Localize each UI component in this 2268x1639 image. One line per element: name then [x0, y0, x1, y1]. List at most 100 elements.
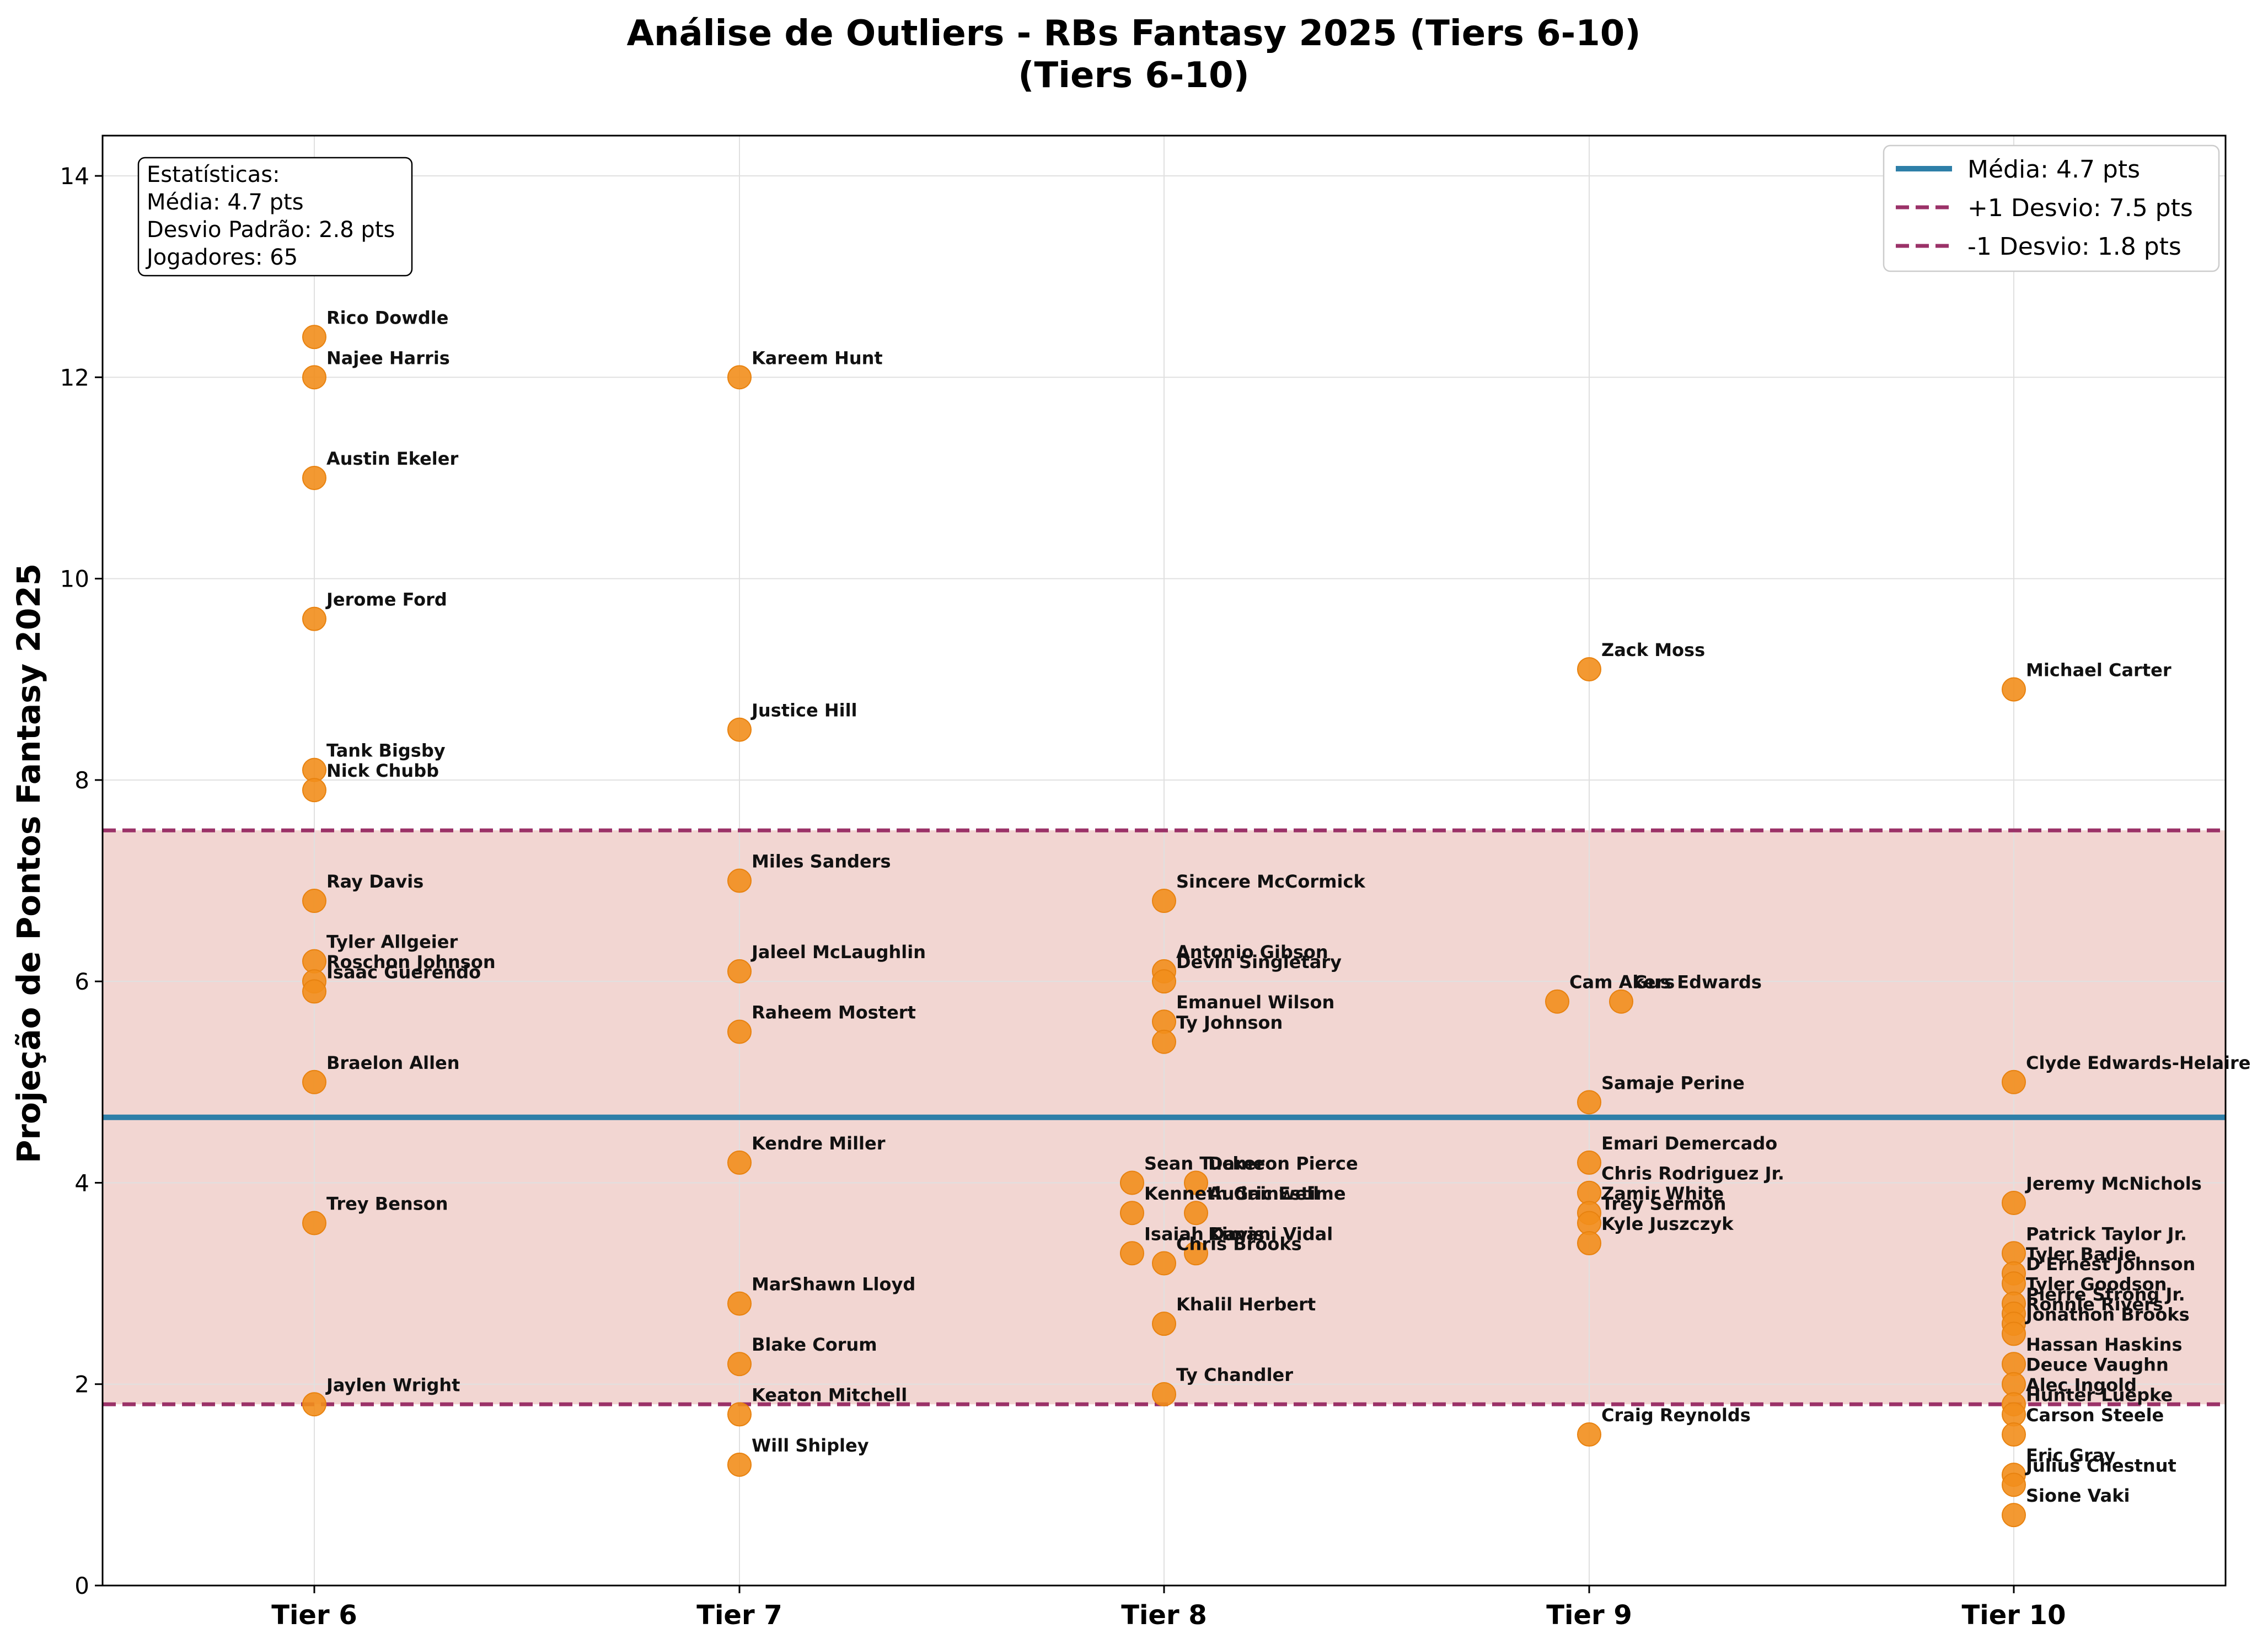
points-layer	[302, 325, 2026, 1528]
data-point	[727, 1291, 752, 1316]
data-point	[1152, 889, 1176, 913]
point-label: Will Shipley	[752, 1435, 869, 1456]
data-point	[302, 778, 326, 803]
point-label: Kendre Miller	[752, 1133, 886, 1154]
point-label: Trey Sermon	[1601, 1194, 1726, 1215]
data-point	[1152, 1029, 1176, 1054]
point-label: MarShawn Lloyd	[752, 1274, 915, 1295]
data-point	[1184, 1201, 1208, 1226]
point-label: Carson Steele	[2026, 1405, 2164, 1426]
point-label: Miles Sanders	[752, 851, 891, 872]
point-label: Najee Harris	[326, 347, 450, 368]
y-tick-label: 2	[74, 1371, 89, 1398]
point-label: Roschon Johnson	[326, 952, 496, 972]
data-point	[1120, 1170, 1144, 1195]
x-tick-label: Tier 8	[1121, 1600, 1207, 1631]
y-tick-label: 0	[74, 1572, 89, 1599]
point-label: Blake Corum	[752, 1334, 877, 1355]
point-label: Ronnie Rivers	[2026, 1294, 2163, 1315]
data-point	[302, 325, 326, 350]
point-label: Hunter Luepke	[2026, 1385, 2173, 1406]
point-label: Sincere McCormick	[1176, 871, 1365, 892]
x-tick-label: Tier 10	[1962, 1600, 2066, 1631]
point-label: Samaje Perine	[1601, 1072, 1745, 1093]
y-tick-label: 4	[74, 1169, 89, 1196]
point-label: Sean Tucker	[1144, 1153, 1264, 1174]
data-point	[1577, 1231, 1601, 1256]
data-point	[1609, 989, 1633, 1014]
point-label: Michael Carter	[2026, 660, 2172, 681]
point-label: Kyle Juszczyk	[1601, 1213, 1734, 1234]
point-label: Julius Chestnut	[2025, 1455, 2176, 1476]
point-label: Zamir White	[1601, 1183, 1724, 1204]
point-label: Sione Vaki	[2026, 1485, 2130, 1506]
data-point	[727, 717, 752, 742]
x-tick-label: Tier 9	[1546, 1600, 1632, 1631]
point-label: Tyler Goodson	[2026, 1274, 2167, 1295]
point-label: Emari Demercado	[1601, 1133, 1777, 1154]
point-label: Tank Bigsby	[326, 740, 446, 761]
data-point	[727, 1352, 752, 1377]
point-label: Tyler Badie	[2026, 1244, 2136, 1265]
legend-minus-sd-label: -1 Desvio: 1.8 pts	[1967, 233, 2181, 261]
point-label: Jaylen Wright	[325, 1374, 460, 1395]
point-label: Austin Ekeler	[326, 448, 458, 469]
legend-frame	[1883, 144, 2220, 272]
point-label: Cam Akers	[1569, 972, 1675, 993]
data-point	[727, 1150, 752, 1175]
point-label: Deuce Vaughn	[2026, 1355, 2169, 1375]
chart-title: Análise de Outliers - RBs Fantasy 2025 (…	[626, 13, 1640, 54]
y-tick-label: 10	[60, 566, 89, 593]
point-label: Khalil Herbert	[1176, 1294, 1316, 1315]
point-label: Jaleel McLaughlin	[750, 942, 926, 963]
data-point	[2002, 1321, 2026, 1346]
y-axis-ticks: 0 2 4 6 8 10 12 14	[60, 163, 103, 1599]
data-point	[302, 606, 326, 631]
x-tick-label: Tier 6	[271, 1600, 357, 1631]
point-label: Justice Hill	[750, 700, 857, 721]
y-tick-label: 6	[74, 968, 89, 995]
point-label: Eric Gray	[2026, 1445, 2115, 1466]
point-label: Audric Estime	[1208, 1183, 1346, 1204]
stats-mean: Média: 4.7 pts	[147, 190, 304, 215]
data-point	[302, 979, 326, 1004]
point-label: Alec Ingold	[2026, 1374, 2137, 1395]
data-point	[2002, 1473, 2026, 1497]
legend-plus-sd-label: +1 Desvio: 7.5 pts	[1967, 194, 2193, 222]
point-label: Jerome Ford	[325, 589, 447, 610]
data-point	[2002, 1422, 2026, 1447]
point-label: Keaton Mitchell	[752, 1385, 907, 1406]
data-point	[1120, 1241, 1144, 1266]
point-label: Pierre Strong Jr.	[2026, 1284, 2185, 1305]
point-label: Kimani Vidal	[1208, 1223, 1333, 1244]
point-label: Rico Dowdle	[326, 307, 448, 328]
point-label: Devin Singletary	[1176, 952, 1342, 972]
data-point	[727, 1019, 752, 1044]
point-label: Ty Chandler	[1176, 1364, 1293, 1385]
point-label: Chris Rodriguez Jr.	[1601, 1163, 1784, 1184]
stats-heading: Estatísticas:	[147, 162, 280, 187]
data-point	[302, 1070, 326, 1094]
point-label: Craig Reynolds	[1601, 1405, 1751, 1426]
data-point	[1152, 1312, 1176, 1336]
point-label: Kenneth Gainwell	[1144, 1183, 1319, 1204]
x-axis-ticks: Tier 6 Tier 7 Tier 8 Tier 9 Tier 10	[271, 1586, 2066, 1631]
point-label: Tyler Allgeier	[326, 932, 458, 953]
data-point	[727, 868, 752, 893]
point-label: Jeremy McNichols	[2025, 1173, 2202, 1194]
point-label: Ty Johnson	[1176, 1012, 1283, 1033]
point-label: Chris Brooks	[1176, 1234, 1302, 1255]
y-tick-label: 14	[60, 163, 89, 190]
data-point	[1152, 969, 1176, 994]
point-label: Kareem Hunt	[752, 347, 883, 368]
data-point	[727, 365, 752, 390]
point-label: D'Ernest Johnson	[2026, 1254, 2195, 1275]
data-point	[302, 1392, 326, 1417]
point-label: Gus Edwards	[1633, 972, 1762, 993]
data-point	[727, 1452, 752, 1477]
data-point	[302, 465, 326, 490]
data-point	[1545, 989, 1569, 1014]
data-point	[2002, 1070, 2026, 1094]
point-label: Antonio Gibson	[1176, 942, 1328, 963]
